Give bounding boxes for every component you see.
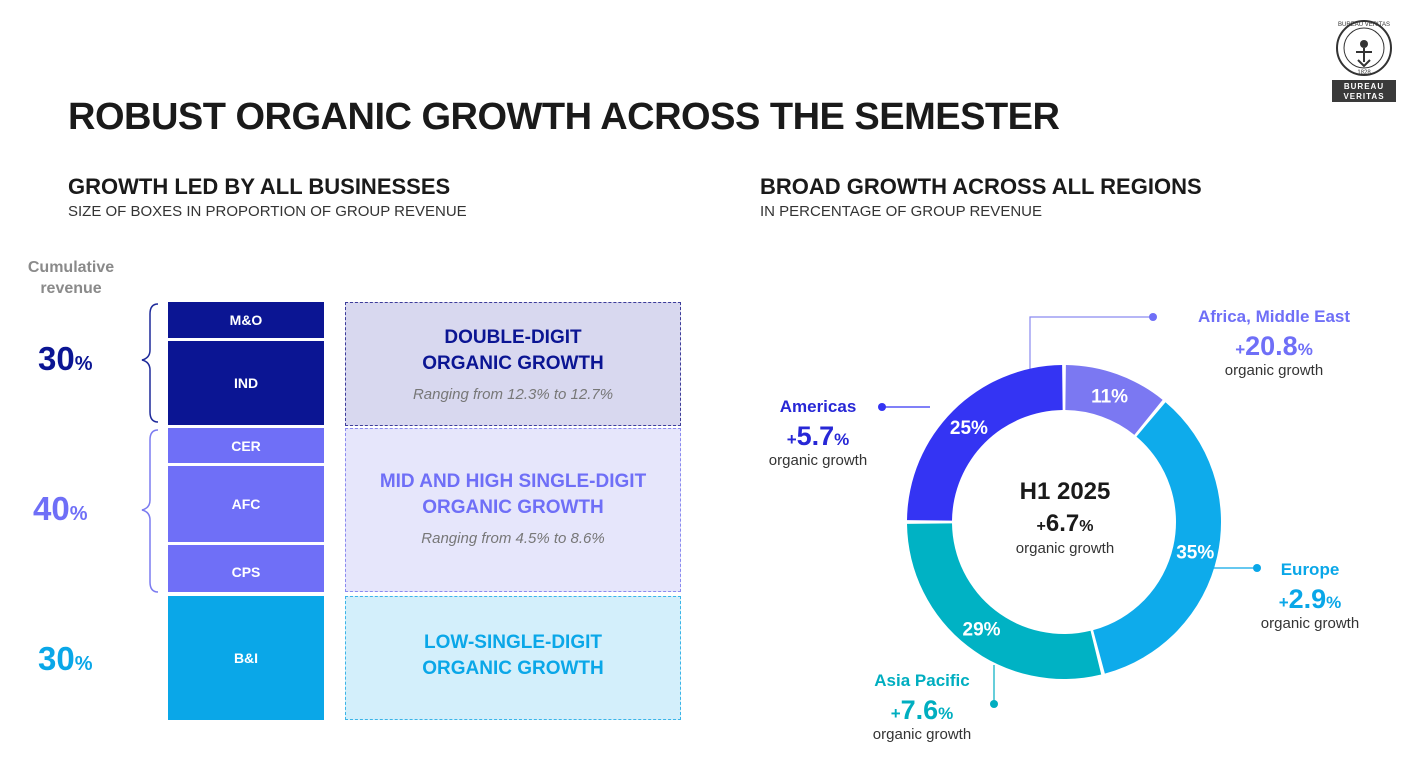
- region-label: organic growth: [1260, 615, 1360, 632]
- region-value: +7.6%: [890, 695, 954, 725]
- leader-africa-dot: [1149, 313, 1157, 321]
- region-label: organic growth: [872, 726, 972, 743]
- region-value: +5.7%: [786, 421, 850, 451]
- leader-asia-dot: [990, 700, 998, 708]
- donut-slice-label: 29%: [963, 619, 1001, 640]
- region-label: organic growth: [768, 452, 868, 469]
- group-2-pct: 40%: [33, 490, 88, 527]
- region-name: Americas: [779, 397, 857, 416]
- right-section-subtitle: IN PERCENTAGE OF GROUP REVENUE: [760, 203, 1042, 220]
- box-mo: M&O: [168, 302, 324, 338]
- panel-2-heading-line2: ORGANIC GROWTH: [422, 497, 604, 518]
- panel-2-range: Ranging from 4.5% to 8.6%: [421, 530, 605, 547]
- left-section-subtitle: SIZE OF BOXES IN PROPORTION OF GROUP REV…: [68, 203, 467, 220]
- panel-3-heading-line1: LOW-SINGLE-DIGIT: [424, 632, 602, 653]
- donut-slice-asia-pacific: [907, 523, 1102, 679]
- box-bi: B&I: [168, 596, 324, 720]
- panel-3-heading-line2: ORGANIC GROWTH: [422, 658, 604, 679]
- region-africa-middle-east: Africa, Middle East +20.8% organic growt…: [1176, 307, 1372, 379]
- region-value: +2.9%: [1278, 584, 1342, 614]
- donut-slice-africa-middle-east: [1065, 365, 1163, 435]
- region-americas: Americas +5.7% organic growth: [748, 397, 888, 469]
- svg-text:1828: 1828: [1357, 70, 1371, 76]
- panel-double-digit: DOUBLE-DIGIT ORGANIC GROWTH Ranging from…: [345, 302, 681, 426]
- box-afc: AFC: [168, 466, 324, 542]
- group-1-pct: 30%: [38, 340, 93, 377]
- center-period: H1 2025: [1019, 478, 1111, 505]
- region-name: Europe: [1280, 560, 1340, 579]
- donut-slice-label: 11%: [1091, 386, 1128, 407]
- panel-1-heading-line1: DOUBLE-DIGIT: [444, 327, 582, 348]
- donut-slice-label: 35%: [1176, 542, 1214, 563]
- brackets: [141, 303, 159, 593]
- svg-text:BUREAU VERITAS: BUREAU VERITAS: [1338, 22, 1390, 28]
- svg-text:VERITAS: VERITAS: [1343, 92, 1384, 101]
- region-value: +20.8%: [1235, 331, 1313, 361]
- leader-europe-dot: [1253, 564, 1261, 572]
- panel-2-heading-line1: MID AND HIGH SINGLE-DIGIT: [379, 471, 647, 492]
- group-3-pct: 30%: [38, 640, 93, 677]
- panel-1-range: Ranging from 12.3% to 12.7%: [412, 386, 614, 403]
- seal-icon: BUREAU VERITAS 1828 BUREAU VERITAS: [1332, 20, 1396, 102]
- panel-1-heading-line2: ORGANIC GROWTH: [422, 353, 604, 374]
- region-name: Asia Pacific: [874, 671, 970, 690]
- donut-slice-americas: [907, 365, 1063, 521]
- panel-mid-single-digit: MID AND HIGH SINGLE-DIGIT ORGANIC GROWTH…: [345, 428, 681, 592]
- leader-lines: [878, 313, 1261, 708]
- bureau-veritas-logo: BUREAU VERITAS 1828 BUREAU VERITAS: [1328, 14, 1400, 104]
- leader-africa: [1029, 316, 1153, 390]
- box-cer: CER: [168, 428, 324, 463]
- svg-text:BUREAU: BUREAU: [1344, 82, 1384, 91]
- box-ind: IND: [168, 341, 324, 425]
- region-label: organic growth: [1224, 362, 1324, 379]
- box-cps: CPS: [168, 545, 324, 592]
- right-section-title: BROAD GROWTH ACROSS ALL REGIONS: [760, 174, 1202, 199]
- donut-center: H1 2025 +6.7% organic growth: [985, 478, 1145, 557]
- left-section-title: GROWTH LED BY ALL BUSINESSES: [68, 174, 451, 199]
- donut-slice-europe: [1093, 402, 1221, 674]
- cumulative-revenue-label: Cumulative revenue: [27, 259, 115, 297]
- bracket-group-1: [141, 303, 159, 423]
- panel-low-single-digit: LOW-SINGLE-DIGIT ORGANIC GROWTH: [345, 596, 681, 720]
- region-asia-pacific: Asia Pacific +7.6% organic growth: [852, 671, 992, 743]
- center-value: +6.7%: [1036, 510, 1094, 537]
- bracket-group-2: [141, 429, 159, 593]
- page-title: ROBUST ORGANIC GROWTH ACROSS THE SEMESTE…: [68, 96, 1060, 138]
- leader-americas-dot: [878, 403, 886, 411]
- region-europe: Europe +2.9% organic growth: [1240, 560, 1380, 632]
- region-name: Africa, Middle East: [1197, 307, 1351, 326]
- donut-slice-label: 25%: [950, 418, 988, 439]
- center-label: organic growth: [1015, 540, 1115, 557]
